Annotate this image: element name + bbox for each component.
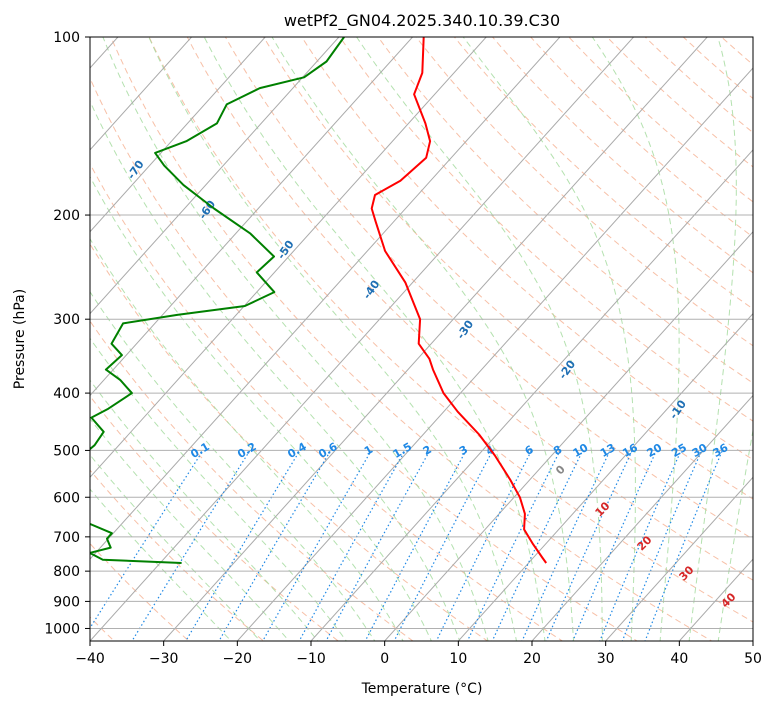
dry-adiabat (90, 542, 190, 641)
y-tick-label: 200 (53, 208, 80, 224)
x-tick-label: 50 (744, 651, 762, 667)
moist-adiabat (271, 37, 575, 641)
isotherm (90, 37, 266, 233)
y-tick-label: 400 (53, 386, 80, 402)
isotherm (531, 394, 753, 641)
y-axis-label: Pressure (hPa) (12, 289, 28, 389)
mixing-ratio-line (435, 450, 533, 641)
mixing-ratio-line (621, 450, 703, 641)
y-tick-label: 600 (53, 490, 80, 506)
x-tick-label: −20 (223, 651, 253, 667)
isotherm (162, 37, 708, 641)
dry-adiabat (90, 162, 564, 641)
dry-adiabat (90, 77, 638, 641)
mixing-ratio-line (218, 450, 332, 641)
mixing-ratio-line (262, 450, 372, 641)
dry-adiabat (90, 243, 489, 641)
mixing-ratio-line (298, 450, 406, 641)
moist-adiabat (102, 37, 489, 641)
dry-adiabat (606, 37, 753, 168)
dry-adiabat (415, 37, 753, 347)
dry-adiabat (148, 37, 753, 623)
dry-adiabat (377, 37, 753, 384)
moist-adiabat (90, 100, 461, 641)
moist-adiabat (717, 427, 753, 641)
x-axis: −40 −30 −20 −10 0 10 20 30 40 50 (75, 641, 762, 667)
x-tick-label: −10 (296, 651, 326, 667)
dry-adiabat (530, 37, 753, 238)
mixing-ratio-line (491, 450, 584, 641)
moist-adiabat (90, 379, 319, 641)
isotherm (383, 230, 753, 641)
temperature-line (370, 37, 548, 564)
isotherm (90, 37, 487, 479)
isotherm (90, 37, 561, 560)
pressure-gridlines (90, 37, 753, 629)
moist-adiabat (688, 37, 737, 641)
mixing-ratio-line (644, 450, 723, 641)
mixing-ratio-line (521, 450, 611, 641)
mixing-ratio-line (572, 450, 658, 641)
y-tick-label: 900 (53, 594, 80, 610)
mixing-ratio-line (545, 450, 633, 641)
moist-adiabat (591, 37, 680, 641)
x-tick-label: 20 (523, 651, 541, 667)
y-tick-label: 300 (53, 312, 80, 328)
x-tick-label: 0 (380, 651, 389, 667)
isotherm (90, 37, 414, 397)
x-axis-label: Temperature (°C) (361, 681, 483, 697)
x-tick-label: 10 (449, 651, 467, 667)
x-tick-label: −40 (75, 651, 105, 667)
y-tick-label: 500 (53, 443, 80, 459)
dry-adiabat (339, 37, 753, 422)
y-tick-label: 700 (53, 530, 80, 546)
isotherm (310, 149, 753, 641)
y-tick-label: 1000 (44, 621, 80, 637)
dry-adiabat (110, 37, 713, 641)
mixing-ratio-line (185, 450, 301, 641)
dry-adiabat (90, 395, 339, 641)
isotherm (236, 67, 753, 641)
dry-adiabat (263, 37, 753, 500)
y-tick-label: 100 (53, 30, 80, 46)
plot-area: 0.10.20.40.611.52346810131620253036-100-… (90, 37, 753, 641)
isotherm (457, 312, 753, 641)
isotherm (90, 37, 635, 641)
plot-frame (89, 36, 754, 642)
x-tick-label: 30 (597, 651, 615, 667)
isotherm (90, 37, 340, 315)
y-axis: 100 200 300 400 500 600 700 800 900 1000 (44, 30, 90, 637)
mixing-ratio-line (599, 450, 682, 641)
isotherm (604, 476, 753, 641)
dry-adiabat (90, 320, 414, 641)
dry-adiabat (644, 37, 753, 134)
y-tick-label: 800 (53, 564, 80, 580)
dry-adiabat (224, 37, 753, 540)
moist-adiabat (203, 37, 546, 641)
dry-adiabat (568, 37, 753, 203)
x-tick-label: −30 (149, 651, 179, 667)
x-tick-label: 40 (670, 651, 688, 667)
moist-adiabat (90, 290, 376, 641)
chart-title: wetPf2_GN04.2025.340.10.39.C30 (284, 11, 560, 31)
mixing-ratio-line (466, 450, 561, 641)
data-series (90, 37, 548, 564)
dewpoint-line (90, 37, 345, 564)
isotherm (90, 37, 193, 151)
